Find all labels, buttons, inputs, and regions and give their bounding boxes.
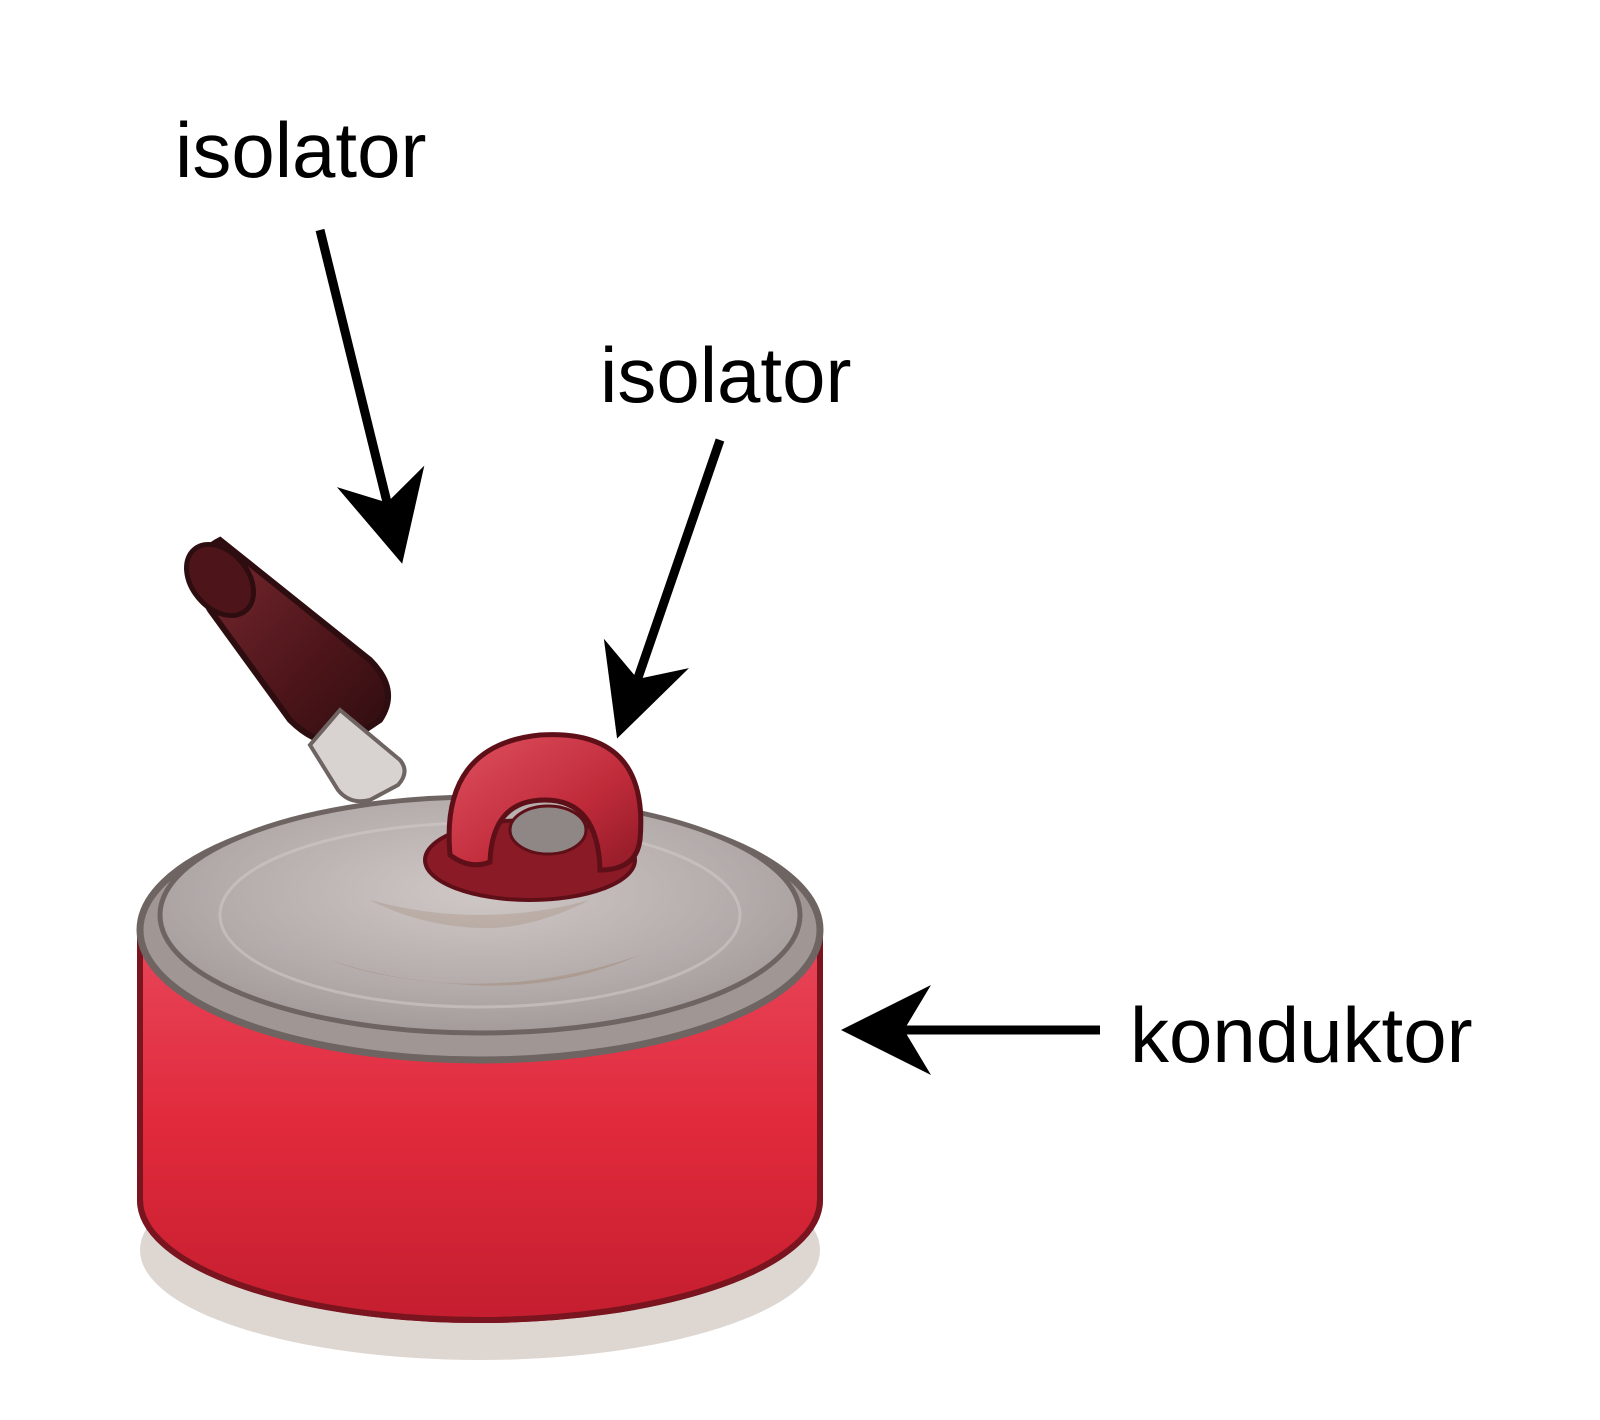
lid-knob <box>425 735 641 900</box>
diagram-svg <box>0 0 1600 1420</box>
label-isolator-1: isolator <box>175 105 426 196</box>
pot-diagram: isolator isolator konduktor <box>0 0 1600 1420</box>
arrow-isolator-handle <box>320 230 400 555</box>
label-isolator-2: isolator <box>600 330 851 421</box>
label-konduktor: konduktor <box>1130 990 1473 1081</box>
arrow-isolator-knob <box>620 440 720 730</box>
pot-handle <box>173 531 405 801</box>
